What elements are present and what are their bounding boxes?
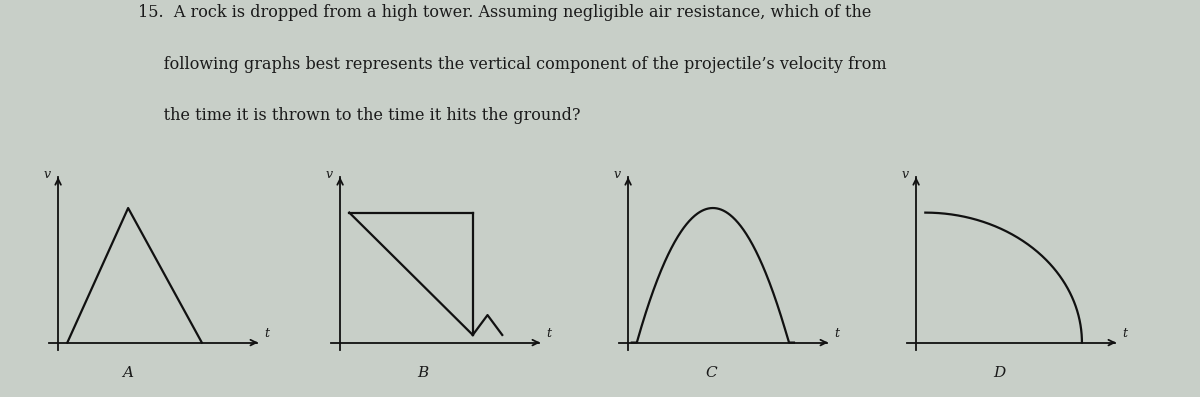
Text: following graphs best represents the vertical component of the projectile’s velo: following graphs best represents the ver…	[138, 56, 887, 73]
Text: t: t	[264, 327, 270, 339]
Text: v: v	[325, 168, 332, 181]
Text: D: D	[992, 366, 1006, 380]
Text: v: v	[901, 168, 908, 181]
Text: B: B	[418, 366, 428, 380]
Text: t: t	[546, 327, 552, 339]
Text: t: t	[834, 327, 840, 339]
Text: 15.  A rock is dropped from a high tower. Assuming negligible air resistance, wh: 15. A rock is dropped from a high tower.…	[138, 4, 871, 21]
Text: v: v	[43, 168, 50, 181]
Text: A: A	[122, 366, 133, 380]
Text: t: t	[1122, 327, 1128, 339]
Text: C: C	[706, 366, 716, 380]
Text: the time it is thrown to the time it hits the ground?: the time it is thrown to the time it hit…	[138, 107, 581, 124]
Text: v: v	[613, 168, 620, 181]
